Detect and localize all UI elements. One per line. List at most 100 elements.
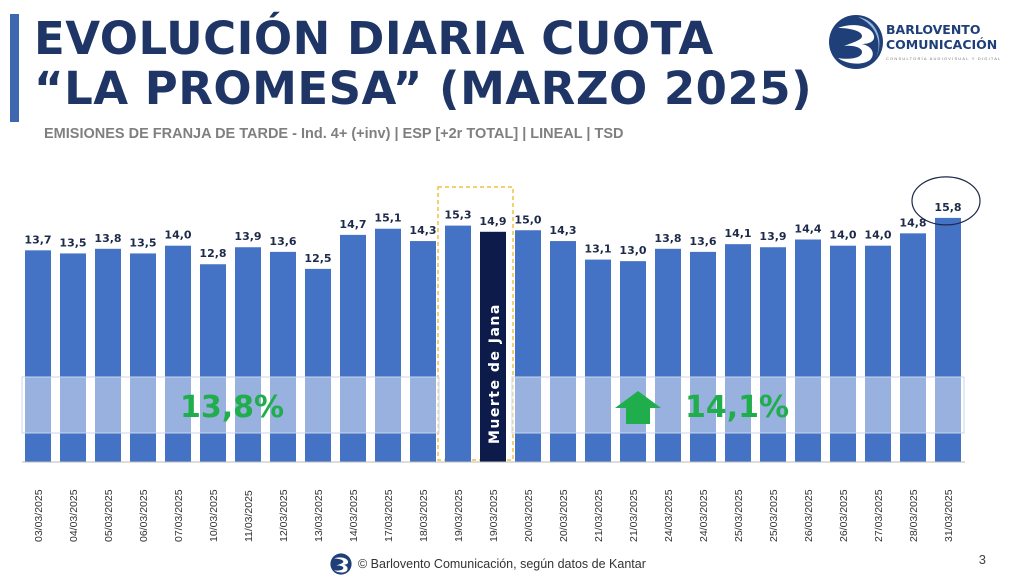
value-label: 14,0 xyxy=(864,229,891,242)
value-label: 12,5 xyxy=(304,252,331,265)
value-label: 12,8 xyxy=(199,247,226,260)
page-title: EVOLUCIÓN DIARIA CUOTA “LA PROMESA” (MAR… xyxy=(34,14,812,114)
bar xyxy=(60,253,86,462)
value-label: 15,8 xyxy=(934,201,961,214)
bar xyxy=(270,251,296,462)
x-tick-label: 05/03/2025 xyxy=(103,489,115,542)
bar xyxy=(585,259,611,462)
bar xyxy=(795,239,821,462)
bar xyxy=(235,247,261,462)
x-tick-label: 12/03/2025 xyxy=(278,489,290,542)
value-label: 13,9 xyxy=(234,230,261,243)
value-label: 13,5 xyxy=(129,236,156,249)
x-tick-label: 21/03/2025 xyxy=(593,489,605,542)
subtitle: EMISIONES DE FRANJA DE TARDE - Ind. 4+ (… xyxy=(44,126,624,142)
x-tick-label: 06/03/2025 xyxy=(138,489,150,542)
x-tick-label: 24/03/2025 xyxy=(663,489,675,542)
bar xyxy=(95,248,121,462)
value-label: 14,4 xyxy=(794,223,821,236)
x-tick-label: 24/03/2025 xyxy=(698,489,710,542)
logo-mark-icon xyxy=(829,15,883,69)
x-tick-label: 19/03/2025 xyxy=(453,489,465,542)
page-number: 3 xyxy=(978,552,986,567)
title-accent-bar xyxy=(10,14,19,122)
title-line-1: EVOLUCIÓN DIARIA CUOTA xyxy=(34,12,714,65)
bar xyxy=(655,248,681,462)
value-label: 14,9 xyxy=(479,215,506,228)
trend-up-arrow-icon xyxy=(615,391,661,424)
average-band xyxy=(511,376,965,434)
x-tick-label: 07/03/2025 xyxy=(173,489,185,542)
value-label: 14,1 xyxy=(724,227,751,240)
x-tick-label: 25/03/2025 xyxy=(768,489,780,542)
bar xyxy=(830,245,856,462)
footer-source: © Barlovento Comunicación, según datos d… xyxy=(330,553,646,575)
value-label: 14,3 xyxy=(549,224,576,237)
value-label: 15,1 xyxy=(374,212,401,225)
average-label: 14,1% xyxy=(685,390,789,425)
logo-name-line-1: BARLOVENTO xyxy=(886,22,981,37)
value-label: 13,8 xyxy=(94,232,121,245)
bar xyxy=(130,253,156,462)
x-tick-label: 28/03/2025 xyxy=(908,489,920,542)
highlight-event-label: Muerte de Jana xyxy=(487,303,503,444)
bar xyxy=(480,231,506,462)
value-label: 13,6 xyxy=(689,235,716,248)
bar xyxy=(375,228,401,462)
x-tick-label: 20/03/2025 xyxy=(523,489,535,542)
logo-tagline: CONSULTORÍA AUDIOVISUAL Y DIGITAL xyxy=(886,56,1002,61)
bar xyxy=(865,245,891,462)
value-label: 15,3 xyxy=(444,209,471,222)
value-label: 14,3 xyxy=(409,224,436,237)
bar xyxy=(690,251,716,462)
bar xyxy=(200,264,226,462)
bar xyxy=(25,250,51,462)
value-label: 13,6 xyxy=(269,235,296,248)
bar xyxy=(305,268,331,462)
bar xyxy=(410,241,436,462)
value-label: 13,0 xyxy=(619,244,646,257)
value-label: 14,8 xyxy=(899,216,926,229)
value-label: 13,9 xyxy=(759,230,786,243)
x-tick-label: 14/03/2025 xyxy=(348,489,360,542)
bar xyxy=(760,247,786,462)
bar xyxy=(550,241,576,462)
value-label: 13,5 xyxy=(59,236,86,249)
bar xyxy=(620,261,646,462)
x-tick-label: 26/03/2025 xyxy=(838,489,850,542)
x-tick-label: 31/03/2025 xyxy=(943,489,955,542)
value-label: 13,7 xyxy=(24,233,51,246)
footer-logo-icon xyxy=(330,553,352,575)
bar xyxy=(515,230,541,462)
x-tick-label: 20/03/2025 xyxy=(558,489,570,542)
bar xyxy=(900,233,926,462)
x-tick-label: 11/03/2025 xyxy=(243,490,255,542)
x-tick-label: 17/03/2025 xyxy=(383,489,395,542)
x-tick-label: 04/03/2025 xyxy=(68,489,80,542)
value-label: 14,7 xyxy=(339,218,366,231)
value-label: 13,8 xyxy=(654,232,681,245)
x-tick-label: 21/03/2025 xyxy=(628,489,640,542)
bar xyxy=(165,245,191,462)
average-band xyxy=(21,376,440,434)
x-tick-label: 27/03/2025 xyxy=(873,489,885,542)
bar xyxy=(445,225,471,462)
value-label: 13,1 xyxy=(584,243,611,256)
x-tick-label: 10/03/2025 xyxy=(208,489,220,542)
logo-name-line-2: COMUNICACIÓN xyxy=(886,37,998,52)
x-tick-label: 25/03/2025 xyxy=(733,489,745,542)
value-label: 14,0 xyxy=(829,229,856,242)
title-line-2: “LA PROMESA” (MARZO 2025) xyxy=(34,62,813,115)
value-label: 15,0 xyxy=(514,213,541,226)
company-logo: BARLOVENTO COMUNICACIÓN CONSULTORÍA AUDI… xyxy=(828,14,1018,70)
bar xyxy=(935,217,961,462)
x-tick-label: 13/03/2025 xyxy=(313,489,325,542)
bar xyxy=(340,234,366,462)
x-tick-label: 19/03/2025 xyxy=(488,489,500,542)
bar xyxy=(725,244,751,462)
highlight-dashed-box xyxy=(437,186,514,461)
source-text: © Barlovento Comunicación, según datos d… xyxy=(358,557,646,571)
x-tick-label: 26/03/2025 xyxy=(803,489,815,542)
max-value-circle xyxy=(911,176,981,226)
